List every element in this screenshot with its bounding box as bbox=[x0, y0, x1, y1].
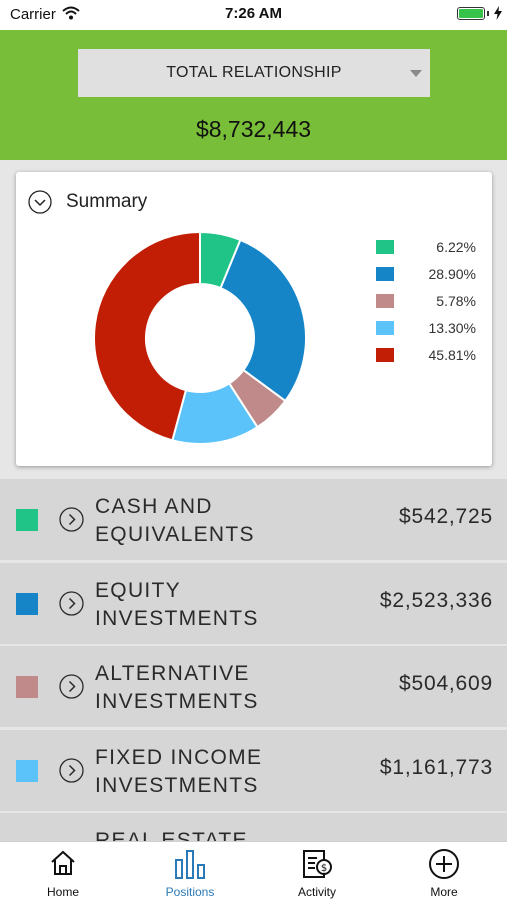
legend-value: 5.78% bbox=[436, 293, 476, 309]
bar-chart-icon bbox=[175, 850, 205, 879]
chevron-right-circle-icon[interactable] bbox=[59, 757, 84, 783]
legend-value: 6.22% bbox=[436, 239, 476, 255]
legend-swatch bbox=[376, 294, 394, 308]
category-name: REAL ESTATE bbox=[95, 829, 248, 841]
category-swatch bbox=[16, 759, 38, 782]
donut-chart bbox=[93, 230, 307, 445]
legend-value: 13.30% bbox=[428, 320, 476, 336]
dropdown-caret-icon bbox=[410, 70, 422, 77]
tab-more-label: More bbox=[430, 885, 458, 899]
legend-swatch bbox=[376, 267, 394, 281]
chevron-right-circle-icon[interactable] bbox=[59, 590, 84, 616]
activity-icon: $ bbox=[303, 850, 332, 878]
chevron-right-circle-icon[interactable] bbox=[59, 507, 84, 532]
category-row[interactable]: REAL ESTATE $4,000,000 bbox=[0, 813, 507, 841]
legend-item: 45.81% bbox=[376, 346, 476, 364]
tab-home[interactable]: Home bbox=[0, 842, 126, 900]
total-value: $8,732,443 bbox=[195, 116, 312, 142]
category-value: $504,609 bbox=[399, 672, 493, 695]
plus-circle-icon bbox=[429, 849, 459, 879]
tab-positions-label: Positions bbox=[165, 885, 215, 899]
category-value: $4,000,000 bbox=[380, 839, 493, 841]
legend-value: 45.81% bbox=[428, 347, 476, 363]
category-row[interactable]: EQUITY INVESTMENTS $2,523,336 bbox=[0, 562, 507, 644]
status-bar: Carrier 7:26 AM bbox=[0, 0, 507, 30]
selector-label: TOTAL RELATIONSHIP bbox=[166, 64, 342, 81]
category-row[interactable]: FIXED INCOME INVESTMENTS $1,161,773 bbox=[0, 729, 507, 811]
legend-swatch bbox=[376, 321, 394, 335]
category-value: $542,725 bbox=[399, 505, 493, 528]
svg-text:$: $ bbox=[321, 863, 327, 874]
legend-item: 6.22% bbox=[376, 238, 476, 256]
category-swatch bbox=[16, 676, 38, 698]
legend-swatch bbox=[376, 348, 394, 362]
home-icon bbox=[51, 850, 75, 875]
tab-positions[interactable]: Positions bbox=[127, 842, 253, 900]
header: TOTAL RELATIONSHIP $8,732,443 bbox=[0, 30, 507, 160]
tab-activity[interactable]: $ Activity bbox=[254, 842, 380, 900]
category-name: ALTERNATIVE INVESTMENTS bbox=[95, 662, 259, 713]
category-value: $1,161,773 bbox=[379, 755, 493, 779]
donut-slice bbox=[219, 238, 307, 403]
category-row[interactable]: CASH AND EQUIVALENTS $542,725 bbox=[0, 479, 507, 560]
chevron-right-circle-icon[interactable] bbox=[59, 674, 84, 699]
legend-item: 28.90% bbox=[376, 265, 476, 283]
summary-header[interactable]: Summary bbox=[28, 190, 147, 214]
category-name: CASH AND EQUIVALENTS bbox=[95, 495, 255, 546]
tab-activity-label: Activity bbox=[297, 885, 336, 899]
chevron-down-circle-icon[interactable] bbox=[28, 190, 52, 214]
category-list: CASH AND EQUIVALENTS $542,725 EQUITY INVES… bbox=[0, 479, 507, 841]
category-value: $2,523,336 bbox=[379, 588, 493, 612]
charging-bolt-icon bbox=[494, 6, 502, 20]
summary-title: Summary bbox=[66, 191, 148, 212]
carrier-label: Carrier bbox=[10, 6, 56, 23]
legend-item: 13.30% bbox=[376, 319, 476, 337]
legend-value: 28.90% bbox=[428, 266, 476, 282]
category-name: EQUITY INVESTMENTS bbox=[95, 578, 259, 630]
status-time: 7:26 AM bbox=[225, 5, 282, 22]
battery-icon bbox=[457, 7, 485, 20]
wifi-icon bbox=[62, 6, 80, 20]
summary-card: Summary 6.22% 28.90% 5.78% 13.30% 45.81% bbox=[16, 172, 492, 466]
relationship-selector[interactable]: TOTAL RELATIONSHIP bbox=[78, 49, 430, 97]
category-name: FIXED INCOME INVESTMENTS bbox=[95, 745, 263, 797]
tab-more[interactable]: More bbox=[381, 842, 507, 900]
category-row[interactable]: ALTERNATIVE INVESTMENTS $504,609 bbox=[0, 646, 507, 727]
donut-slice bbox=[93, 230, 201, 442]
tab-bar: Home Positions $ Activity bbox=[0, 841, 507, 900]
tab-home-label: Home bbox=[46, 885, 79, 899]
legend-swatch bbox=[376, 240, 394, 254]
legend-item: 5.78% bbox=[376, 292, 476, 310]
category-swatch bbox=[16, 592, 38, 615]
category-swatch bbox=[16, 509, 38, 531]
